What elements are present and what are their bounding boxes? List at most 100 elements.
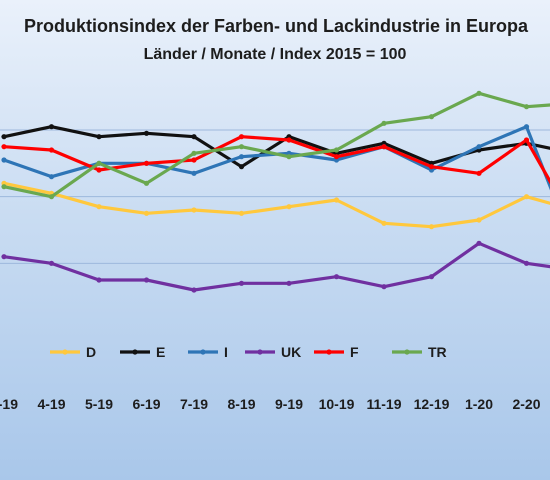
x-tick-label: 8-19 xyxy=(227,396,255,412)
data-point-f xyxy=(523,137,530,143)
data-point-uk xyxy=(333,274,340,280)
legend-item-d: D xyxy=(50,344,96,360)
data-point-i xyxy=(191,170,197,176)
data-point-uk xyxy=(286,280,292,286)
legend-marker xyxy=(257,349,263,355)
legend-item-i: I xyxy=(188,344,228,360)
x-tick-label: 9-19 xyxy=(275,396,303,412)
legend-label: UK xyxy=(281,344,301,360)
legend-marker xyxy=(326,349,332,355)
data-point-f xyxy=(428,164,435,170)
x-tick-label: 3-19 xyxy=(0,396,18,412)
data-point-uk xyxy=(48,260,55,266)
legend-item-uk: UK xyxy=(245,344,301,360)
data-point-i xyxy=(476,144,482,150)
data-point-tr xyxy=(143,180,150,186)
chart-subtitle: Länder / Monate / Index 2015 = 100 xyxy=(143,46,407,63)
data-point-f xyxy=(476,170,482,176)
data-point-e xyxy=(1,134,7,140)
legend-label: F xyxy=(350,344,359,360)
data-point-f xyxy=(191,157,197,163)
data-point-d xyxy=(143,210,150,216)
data-point-d xyxy=(523,194,530,200)
x-tick-label: 5-19 xyxy=(85,396,113,412)
data-point-e xyxy=(96,134,102,140)
data-point-tr xyxy=(238,144,245,150)
data-point-uk xyxy=(1,254,7,260)
legend-label: TR xyxy=(428,344,447,360)
data-point-e xyxy=(143,130,150,136)
data-point-tr xyxy=(476,90,482,96)
data-point-f xyxy=(381,144,387,150)
x-tick-label: 6-19 xyxy=(132,396,160,412)
x-tick-label: 12-19 xyxy=(414,396,450,412)
data-point-i xyxy=(523,124,530,130)
data-point-d xyxy=(286,204,292,210)
series-tr xyxy=(1,90,550,200)
data-point-uk xyxy=(381,284,387,290)
series-f xyxy=(1,134,550,185)
data-point-uk xyxy=(143,277,150,283)
data-point-f xyxy=(96,167,102,173)
series-line-uk xyxy=(3,241,550,292)
data-point-f xyxy=(238,134,245,140)
x-tick-label: 11-19 xyxy=(366,396,401,412)
data-point-e xyxy=(191,134,197,140)
data-point-d xyxy=(381,220,387,226)
gridlines xyxy=(0,129,550,264)
legend-label: D xyxy=(86,344,96,360)
data-point-tr xyxy=(523,104,530,110)
data-point-d xyxy=(428,224,435,230)
data-point-i xyxy=(1,157,7,163)
data-point-i xyxy=(238,154,245,160)
legend: D E I UK F TR xyxy=(50,344,447,360)
x-axis-ticks: 3-19 4-19 5-19 6-19 7-19 8-19 9-19 10-19 11-19 12… xyxy=(0,396,541,412)
legend-item-e: E xyxy=(120,344,165,360)
x-tick-label: 1-20 xyxy=(465,396,493,412)
legend-item-tr: TR xyxy=(392,344,447,360)
legend-marker xyxy=(404,349,410,355)
data-point-tr xyxy=(381,120,387,126)
data-point-i xyxy=(48,174,55,180)
data-point-tr xyxy=(191,150,197,156)
series-i xyxy=(1,124,550,191)
series-uk xyxy=(1,240,550,293)
data-point-d xyxy=(238,210,245,216)
data-point-f xyxy=(143,160,150,166)
data-point-tr xyxy=(428,114,435,120)
series-line-d xyxy=(3,181,550,229)
data-point-d xyxy=(333,197,340,203)
data-point-e xyxy=(48,124,55,130)
data-point-d xyxy=(476,217,482,223)
data-point-uk xyxy=(428,274,435,280)
data-point-uk xyxy=(523,260,530,266)
legend-label: E xyxy=(156,344,165,360)
series-line-f xyxy=(3,135,550,185)
data-point-tr xyxy=(48,194,55,200)
x-tick-label: 2-20 xyxy=(512,396,540,412)
data-point-f xyxy=(1,144,7,150)
data-point-tr xyxy=(286,154,292,160)
data-point-tr xyxy=(96,160,102,166)
x-tick-label: 10-19 xyxy=(319,396,355,412)
legend-marker xyxy=(132,349,138,355)
data-point-uk xyxy=(96,277,102,283)
data-point-f xyxy=(333,154,340,160)
legend-marker xyxy=(200,349,206,355)
x-tick-label: 4-19 xyxy=(37,396,65,412)
data-point-tr xyxy=(1,184,7,190)
data-point-f xyxy=(286,137,292,143)
legend-item-f: F xyxy=(314,344,359,360)
legend-marker xyxy=(62,349,68,355)
data-point-d xyxy=(96,204,102,210)
data-point-uk xyxy=(238,280,245,286)
x-tick-label: 7-19 xyxy=(180,396,208,412)
data-point-e xyxy=(238,164,245,170)
data-point-uk xyxy=(191,287,197,293)
data-point-uk xyxy=(476,240,482,246)
chart-title: Produktionsindex der Farben- und Lackind… xyxy=(23,16,529,36)
series-line-e xyxy=(3,125,550,169)
series-layer xyxy=(1,90,550,293)
legend-label: I xyxy=(224,344,228,360)
